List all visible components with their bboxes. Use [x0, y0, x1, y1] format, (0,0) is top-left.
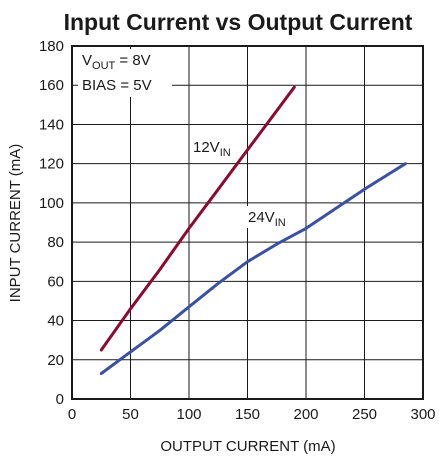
- chart-title: Input Current vs Output Current: [64, 9, 413, 35]
- y-tick-label: 60: [47, 273, 64, 290]
- y-tick-label: 80: [47, 234, 64, 251]
- plot-frame: [71, 45, 424, 400]
- series-label-12v: 12VIN: [193, 139, 231, 159]
- x-tick-label: 300: [410, 406, 435, 423]
- y-axis-label: INPUT CURRENT (mA): [7, 144, 24, 303]
- x-tick-label: 100: [176, 406, 201, 423]
- tick-labels: 0 50 100 150 200 250 300 0 20 40 60 80 100 120 140 160 1…: [39, 38, 436, 423]
- y-tick-label: 120: [39, 156, 64, 173]
- x-tick-label: 50: [122, 406, 139, 423]
- y-tick-label: 0: [56, 391, 64, 408]
- condition-bias: BIAS = 5V: [82, 77, 152, 94]
- y-tick-label: 140: [39, 116, 64, 133]
- series-line-12v: [99, 85, 296, 352]
- x-axis-label: OUTPUT CURRENT (mA): [160, 438, 335, 455]
- conditions-box: [78, 49, 172, 97]
- condition-vout: VOUT = 8V: [82, 52, 151, 72]
- x-tick-label: 250: [352, 406, 377, 423]
- x-tick-label: 0: [68, 406, 76, 423]
- label-24v-bg: [245, 206, 289, 228]
- series-line-24v: [99, 162, 407, 375]
- x-tick-label: 150: [235, 406, 260, 423]
- y-tick-label: 40: [47, 313, 64, 330]
- grid: [72, 46, 423, 399]
- x-tick-label: 200: [293, 406, 318, 423]
- y-tick-label: 160: [39, 77, 64, 94]
- series-label-24v: 24VIN: [248, 209, 286, 229]
- label-12v-bg: [190, 136, 234, 158]
- y-tick-label: 100: [39, 195, 64, 212]
- y-tick-label: 180: [39, 38, 64, 55]
- y-tick-label: 20: [47, 352, 64, 369]
- series-group: [99, 85, 407, 375]
